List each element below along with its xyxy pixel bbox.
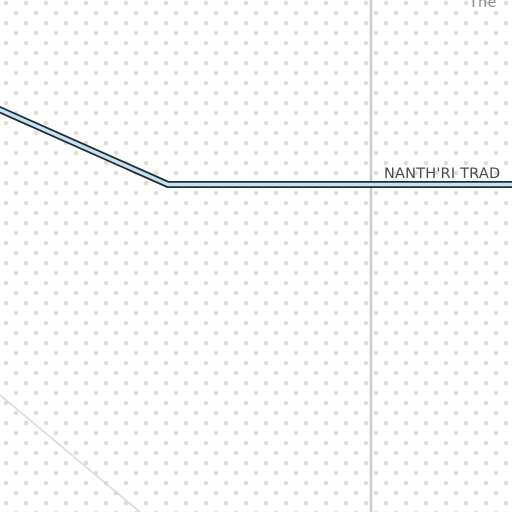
road[interactable] (0, 107, 512, 187)
road-label: NANTH'RI TRAD (384, 166, 500, 182)
minor-path (0, 394, 141, 512)
place-label-fragment: The (468, 0, 497, 11)
